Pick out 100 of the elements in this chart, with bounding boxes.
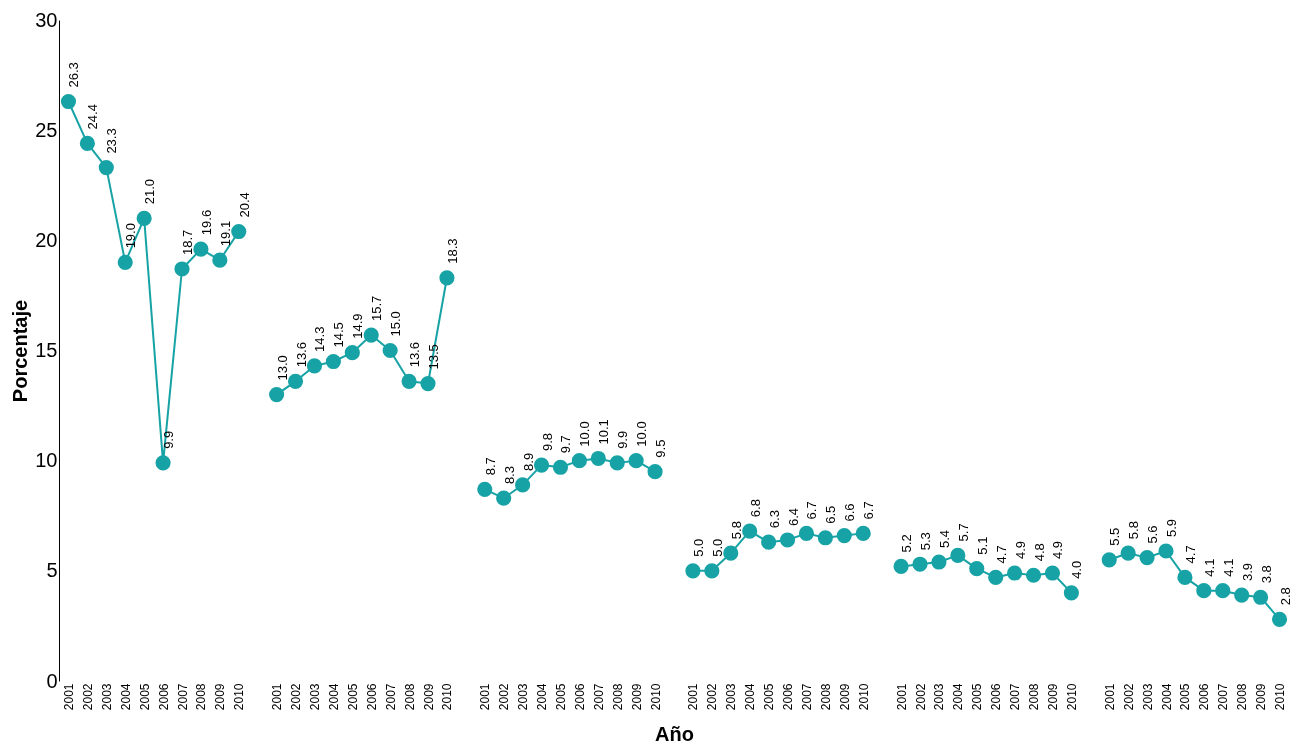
x-tick-label: 2001 [478, 683, 493, 711]
x-tick-label: 2008 [402, 683, 417, 711]
data-label: 9.5 [653, 439, 669, 458]
x-tick-label: 2008 [818, 683, 833, 711]
x-tick-label: 2007 [591, 683, 606, 711]
x-tick-label: 2008 [1027, 683, 1042, 711]
data-label: 4.8 [1031, 543, 1047, 562]
x-tick-label: 2009 [1045, 683, 1060, 711]
x-tick-label: 2003 [516, 683, 531, 711]
data-label: 9.9 [161, 430, 177, 449]
x-tick-label: 2010 [856, 683, 871, 711]
data-label: 6.6 [842, 503, 858, 522]
data-label: 4.9 [1012, 540, 1028, 560]
data-label: 5.3 [918, 532, 933, 551]
y-tick-label: 30 [35, 8, 58, 31]
x-tick-label: 2001 [61, 683, 76, 711]
x-tick-label: 2004 [743, 683, 758, 711]
data-label: 5.0 [709, 538, 725, 557]
data-label: 5.1 [974, 536, 990, 555]
x-tick-label: 2005 [553, 683, 568, 711]
x-tick-label: 2003 [1140, 683, 1155, 711]
data-label: 6.4 [785, 507, 801, 526]
x-tick-label: 2006 [364, 683, 379, 711]
x-tick-label: 2008 [194, 683, 209, 711]
x-tick-label: 2002 [80, 683, 95, 711]
data-label: 24.4 [85, 104, 101, 130]
x-tick-label: 2007 [1216, 683, 1231, 711]
x-tick-label: 2007 [175, 683, 190, 711]
x-tick-label: 2009 [1254, 683, 1269, 711]
x-tick-label: 2007 [383, 683, 398, 711]
x-tick-label: 2004 [535, 683, 550, 711]
data-label: 19.1 [217, 220, 233, 247]
x-tick-label: 2010 [648, 683, 663, 711]
x-tick-label: 2006 [1197, 683, 1212, 711]
x-tick-label: 2006 [781, 683, 796, 711]
data-label: 5.8 [728, 521, 744, 540]
data-label: 10.0 [634, 421, 650, 447]
x-tick-label: 2008 [610, 683, 625, 711]
data-label: 10.0 [577, 421, 593, 447]
y-tick-label: 10 [35, 449, 58, 472]
x-tick-label: 2005 [1178, 683, 1193, 711]
data-label: 8.3 [501, 466, 517, 485]
x-tick-label: 2003 [307, 683, 322, 711]
x-tick-label: 2005 [762, 683, 777, 711]
data-label: 4.7 [993, 545, 1009, 564]
data-label: 13.5 [426, 344, 441, 370]
data-label: 9.9 [615, 430, 631, 449]
data-label: 26.3 [66, 62, 82, 88]
x-tick-label: 2001 [686, 683, 701, 711]
x-tick-label: 2002 [289, 683, 304, 711]
y-tick-label: 0 [46, 669, 58, 692]
x-tick-label: 2001 [270, 683, 285, 711]
y-axis-title: Porcentaje [9, 299, 32, 403]
data-label: 13.0 [274, 355, 290, 381]
data-label: 4.0 [1069, 560, 1085, 579]
y-tick-label: 15 [35, 339, 58, 361]
x-tick-label: 2010 [232, 683, 247, 711]
data-label: 3.8 [1258, 565, 1274, 584]
data-label: 19.6 [198, 209, 214, 236]
data-label: 23.3 [104, 128, 120, 154]
x-tick-label: 2003 [99, 683, 114, 711]
x-tick-label: 2001 [1102, 683, 1117, 711]
data-label: 5.7 [955, 523, 971, 542]
data-label: 20.4 [236, 192, 252, 218]
data-label: 14.5 [331, 322, 347, 348]
x-axis-title: Año [655, 723, 694, 746]
data-label: 13.6 [407, 342, 423, 368]
data-label: 5.8 [1126, 521, 1142, 540]
data-label: 10.1 [596, 419, 612, 445]
x-tick-label: 2007 [799, 683, 814, 711]
data-label: 2.8 [1277, 587, 1293, 606]
data-label: 5.0 [690, 538, 706, 557]
y-tick-label: 25 [35, 118, 58, 141]
data-label: 8.7 [482, 457, 498, 476]
x-tick-label: 2002 [913, 683, 928, 711]
data-label: 18.7 [180, 229, 195, 255]
x-tick-label: 2004 [118, 683, 133, 711]
data-label: 21.0 [142, 178, 158, 205]
x-tick-label: 2005 [137, 683, 152, 711]
data-label: 15.0 [388, 311, 404, 337]
x-tick-label: 2006 [572, 683, 587, 711]
data-label: 14.3 [312, 326, 328, 352]
data-label: 13.6 [293, 342, 309, 368]
data-label: 5.2 [899, 534, 915, 553]
data-label: 4.1 [1220, 558, 1236, 577]
x-tick-label: 2003 [932, 683, 947, 711]
x-tick-label: 2009 [837, 683, 852, 711]
x-tick-label: 2009 [213, 683, 228, 711]
x-tick-label: 2009 [629, 683, 644, 711]
data-label: 15.7 [369, 295, 385, 322]
x-tick-label: 2009 [421, 683, 436, 711]
data-label: 5.4 [936, 529, 952, 549]
x-tick-label: 2004 [326, 683, 341, 711]
x-tick-label: 2007 [1008, 683, 1023, 711]
x-tick-label: 2006 [989, 683, 1004, 711]
data-label: 19.0 [123, 223, 139, 249]
x-tick-label: 2010 [1064, 683, 1079, 711]
x-tick-label: 2004 [951, 683, 966, 711]
data-label: 18.3 [444, 238, 460, 264]
data-label: 4.1 [1201, 558, 1217, 577]
